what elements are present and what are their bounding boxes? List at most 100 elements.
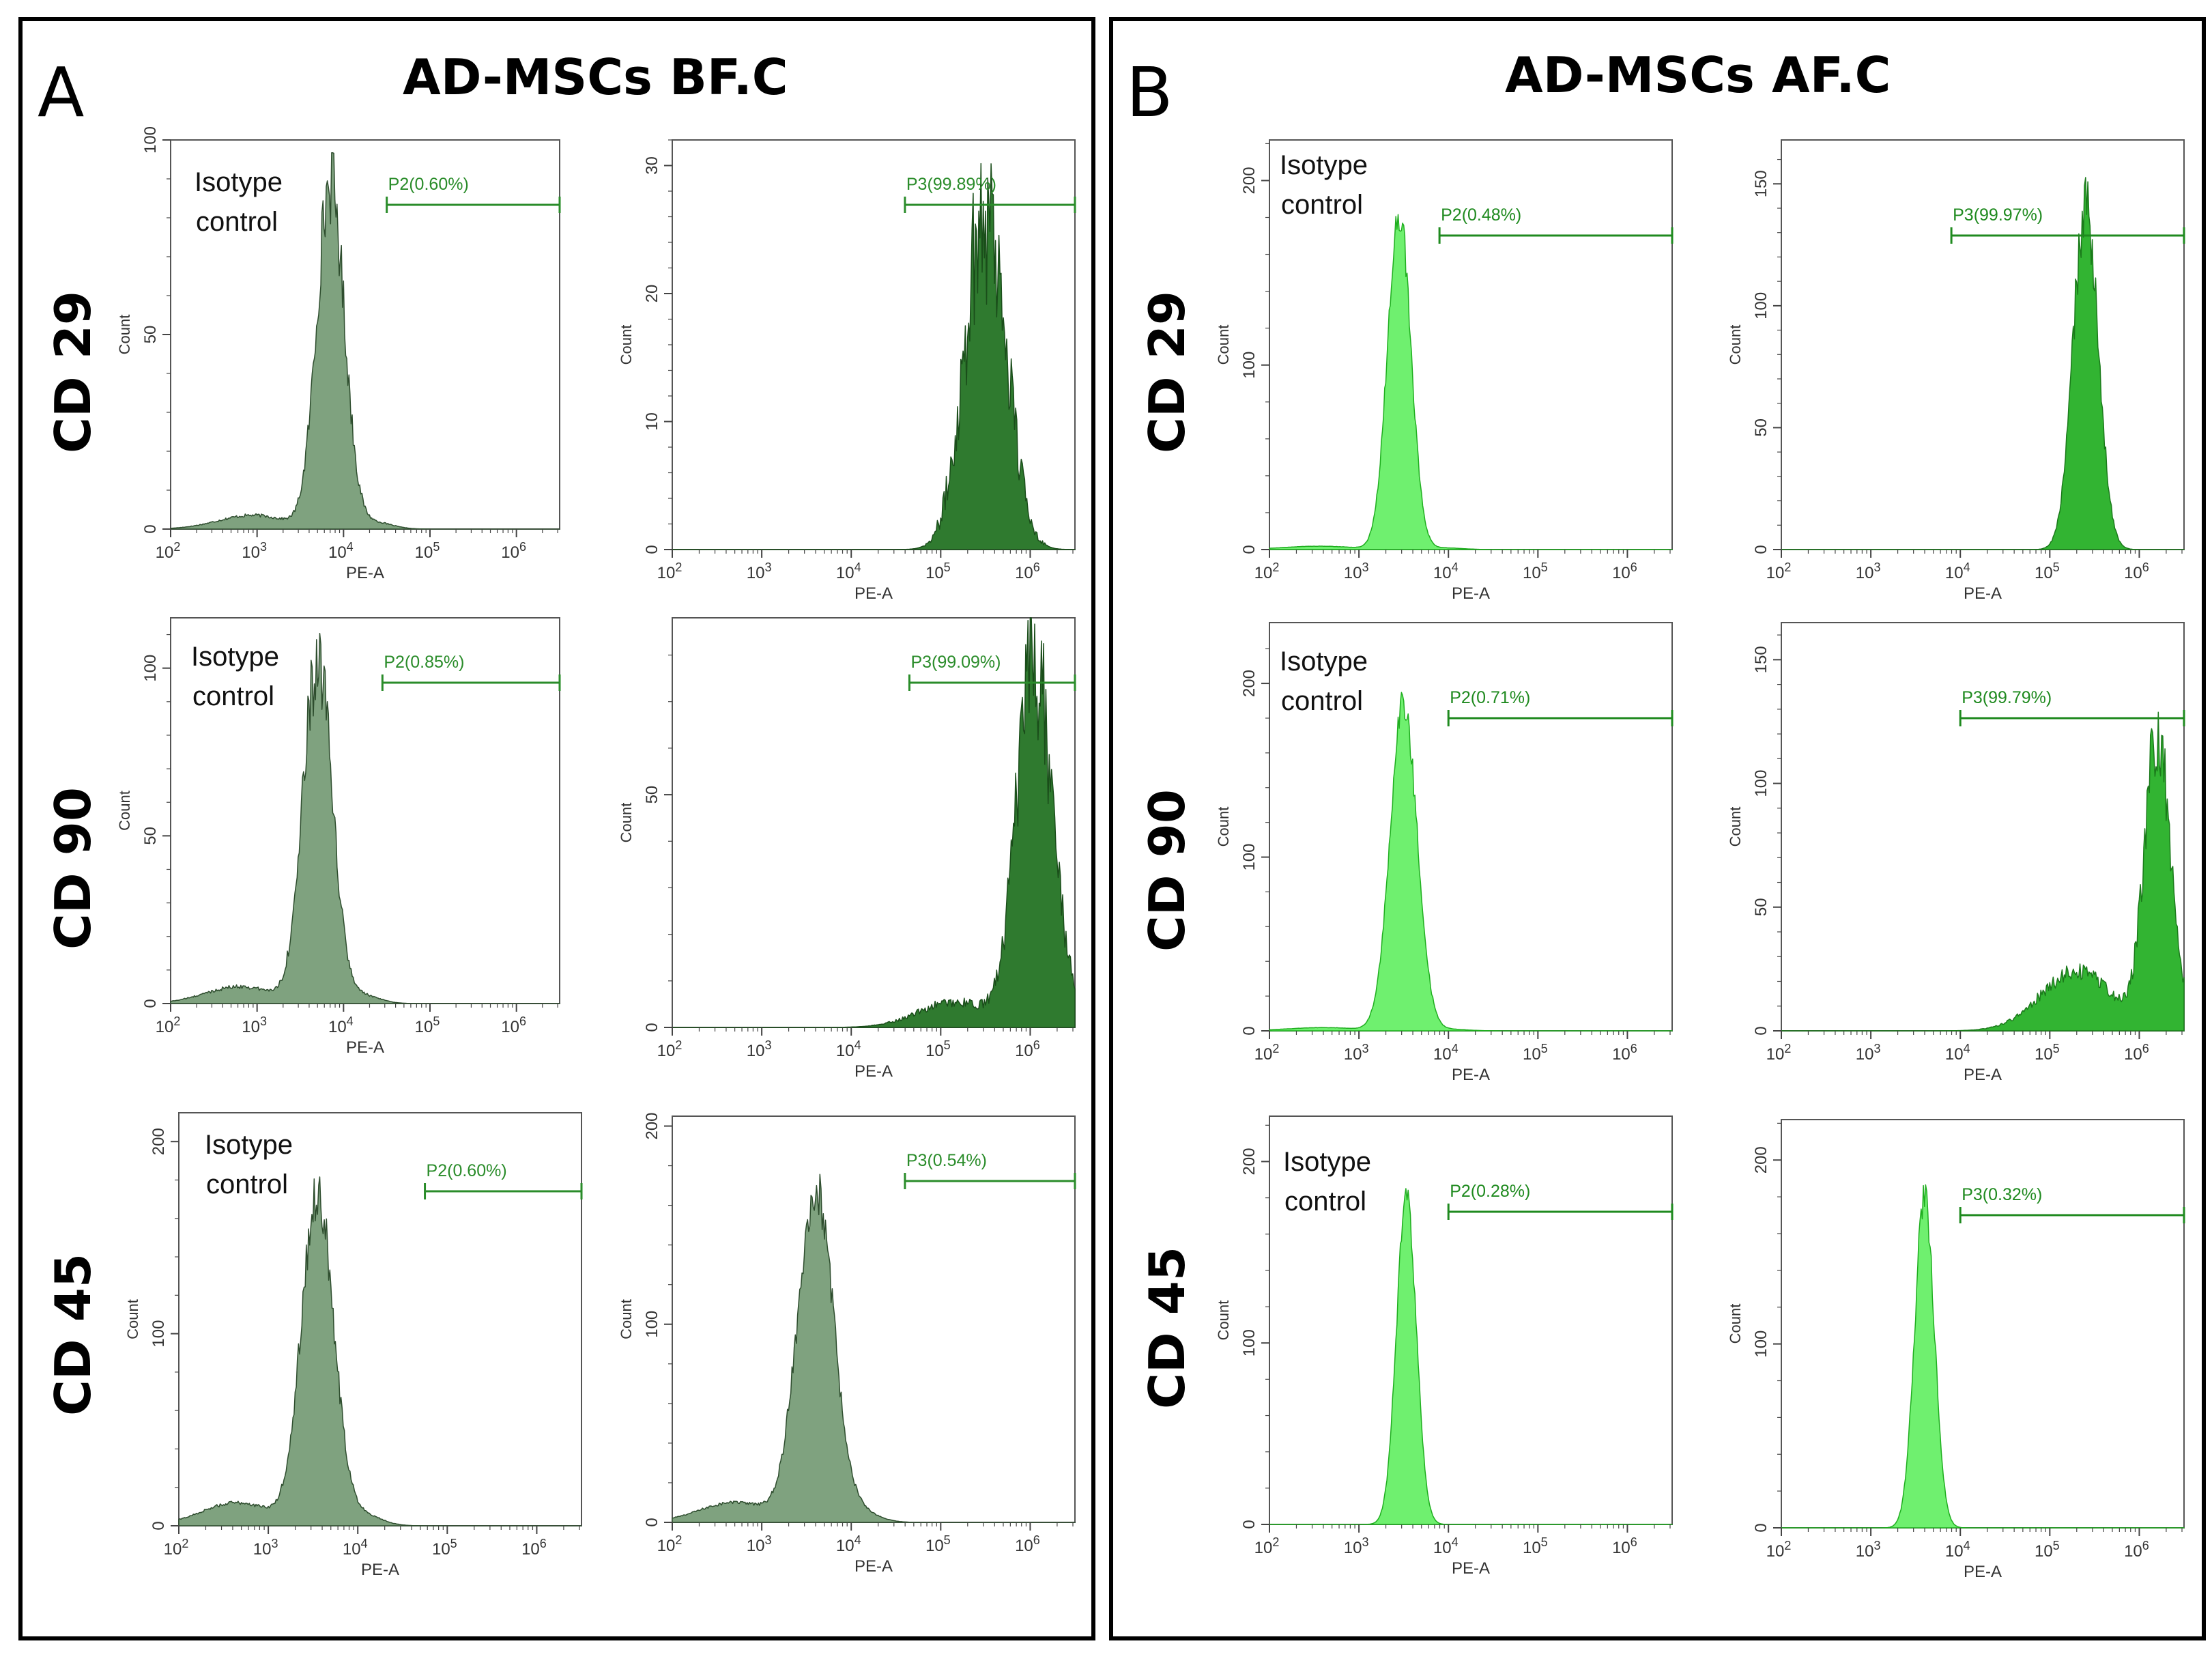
histogram-area [1269,692,1673,1032]
histogram-chart-b-cd29-stained: 102 103 104 105 106 PE-A 0 50 100 150 Count P3(99.9… [1727,139,2185,603]
row-label-cd45-a: CD 45 [44,1253,102,1416]
isotype-label-line1: Isotype [1280,150,1368,180]
histogram-area [170,152,560,530]
isotype-label-line2: control [206,1169,288,1199]
gate-label: P3(99.09%) [910,653,1001,672]
x-tick-label: 103 [1856,1539,1881,1561]
x-tick-label: 102 [1766,1539,1792,1561]
y-tick-label: 50 [141,326,160,344]
histogram-chart-a-cd45-isotype: 102 103 104 105 106 PE-A 0 100 200 Count P2(0.60%)… [124,1112,583,1579]
gate-label: P2(0.48%) [1441,205,1521,225]
y-tick-label: 200 [149,1128,168,1155]
gate-label: P3(99.97%) [1953,205,2043,225]
y-axis-label: Count [1215,807,1232,847]
row-label-cd29-b: CD 29 [1138,291,1196,453]
x-axis-label: PE-A [1452,1066,1490,1084]
x-tick-label: 102 [1766,560,1792,582]
gate-label: P3(0.54%) [906,1151,987,1170]
histogram-chart-a-cd45-stained: 102 103 104 105 106 PE-A 0 100 200 Count P3(0.54%) [618,1112,1076,1576]
y-tick-label: 200 [1752,1146,1770,1174]
x-tick-label: 103 [747,1038,772,1060]
histogram-area [672,617,1076,1028]
histogram-chart-b-cd90-isotype: 102 103 104 105 106 PE-A 0 100 200 Count P2(0.71%)… [1215,622,1674,1084]
isotype-label-line2: control [196,207,278,237]
x-tick-label: 105 [1523,1042,1548,1064]
gate-label: P2(0.71%) [1450,688,1530,707]
x-tick-label: 104 [1945,1539,1970,1561]
plot-frame [1269,622,1673,1032]
histogram-area [1269,1188,1673,1525]
plot-frame [1781,139,2185,550]
x-tick-label: 102 [1254,560,1280,582]
y-axis-label: Count [618,803,635,843]
gate-label: P2(0.60%) [427,1161,507,1180]
y-tick-label: 100 [643,1311,661,1338]
isotype-label-line2: control [1284,1186,1366,1217]
y-tick-label: 10 [643,412,661,431]
x-axis-label: PE-A [1964,584,2002,603]
x-tick-label: 106 [521,1537,547,1559]
y-tick-label: 0 [643,1518,661,1526]
plot-frame [178,1112,582,1526]
plot-frame [170,139,560,530]
isotype-label-line1: Isotype [191,642,279,672]
x-tick-label: 105 [1523,560,1548,582]
histogram-area [672,1174,1076,1523]
y-tick-label: 0 [141,999,160,1008]
x-tick-label: 104 [328,540,354,562]
histogram-chart-b-cd45-stained: 102 103 104 105 106 PE-A 0 100 200 Count P3(0.32%) [1727,1119,2185,1581]
y-tick-label: 50 [1752,418,1770,437]
x-tick-label: 104 [836,1038,861,1060]
y-tick-label: 0 [643,1023,661,1032]
x-axis-label: PE-A [346,1038,384,1057]
y-tick-label: 200 [1240,670,1259,697]
y-tick-label: 100 [1752,770,1770,797]
panel-b-frame [1109,17,2206,1640]
isotype-label-line1: Isotype [1283,1147,1371,1177]
histogram-chart-b-cd90-stained: 102 103 104 105 106 PE-A 0 50 100 150 Count P3(99.7… [1727,622,2185,1084]
y-axis-label: Count [1727,807,1744,847]
y-tick-label: 100 [1240,352,1259,379]
x-tick-label: 102 [156,540,181,562]
x-tick-label: 104 [836,1533,861,1555]
row-label-cd90-a: CD 90 [44,787,102,950]
gate-label: P3(99.79%) [1962,688,2052,707]
x-tick-label: 102 [1254,1042,1280,1064]
x-tick-label: 105 [925,1533,951,1555]
row-label-cd29-a: CD 29 [44,291,102,453]
y-axis-label: Count [618,325,635,365]
x-axis-label: PE-A [854,584,893,603]
y-axis-label: Count [116,315,133,355]
histogram-area [1781,1184,2185,1529]
y-tick-label: 200 [1240,1148,1259,1175]
x-tick-label: 106 [1612,1535,1637,1557]
y-axis-label: Count [1215,1300,1232,1341]
x-axis-label: PE-A [854,1557,893,1576]
histogram-chart-b-cd45-isotype: 102 103 104 105 106 PE-A 0 100 200 Count P2(0.28%)… [1215,1115,1674,1578]
isotype-label-line2: control [192,681,274,711]
y-tick-label: 100 [1752,292,1770,319]
y-tick-label: 150 [1752,170,1770,197]
y-tick-label: 0 [1752,545,1770,554]
x-axis-label: PE-A [346,564,384,582]
histogram-chart-a-cd29-stained: 102 103 104 105 106 PE-A 0 10 20 30 Count P3(99.89%… [618,139,1076,603]
x-tick-label: 103 [747,1533,772,1555]
x-tick-label: 106 [2124,560,2149,582]
x-tick-label: 105 [925,560,951,582]
x-tick-label: 103 [1344,560,1369,582]
y-tick-label: 0 [149,1521,168,1530]
y-tick-label: 100 [149,1320,168,1348]
histogram-area [178,1176,582,1526]
y-tick-label: 200 [643,1112,661,1139]
x-tick-label: 103 [242,540,267,562]
y-tick-label: 20 [643,285,661,303]
y-tick-label: 50 [1752,898,1770,916]
y-tick-label: 0 [1752,1523,1770,1532]
gate-label: P2(0.85%) [384,653,464,672]
x-tick-label: 105 [2035,560,2060,582]
histogram-chart-a-cd90-isotype: 102 103 104 105 106 PE-A 0 50 100 Count P2(0.85%) I… [116,617,561,1057]
x-tick-label: 104 [836,560,861,582]
x-tick-label: 104 [1433,1535,1459,1557]
y-tick-label: 0 [1240,1026,1259,1035]
